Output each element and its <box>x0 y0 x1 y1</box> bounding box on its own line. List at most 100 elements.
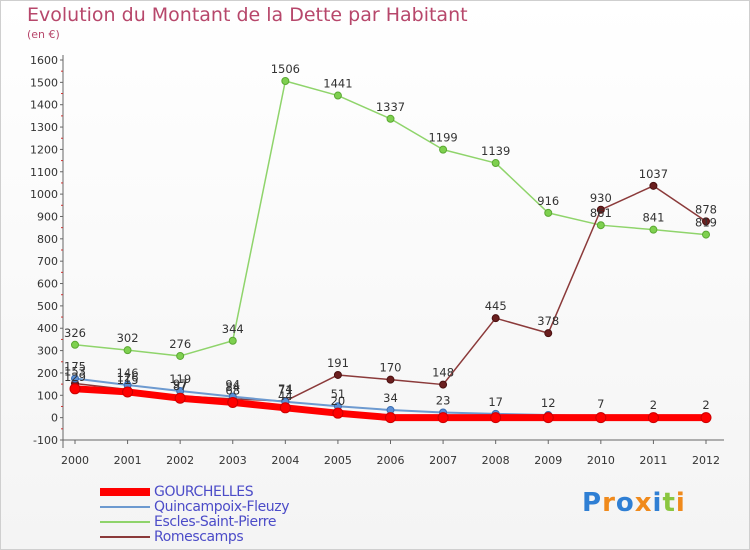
y-tick-label: 600 <box>37 278 58 291</box>
y-tick-label: 0 <box>51 412 58 425</box>
data-label: 129 <box>64 370 86 384</box>
legend-swatch-escles-saint-pierre <box>100 520 150 523</box>
y-tick-label: 300 <box>37 345 58 358</box>
data-point <box>595 412 607 424</box>
x-tick-label: 2002 <box>166 454 194 467</box>
data-point <box>71 340 79 349</box>
data-point <box>702 217 710 226</box>
data-label: 326 <box>64 326 86 340</box>
logo-letter: o <box>615 488 635 518</box>
data-point <box>386 114 395 123</box>
data-point <box>69 383 81 395</box>
x-tick-label: 2003 <box>219 454 247 467</box>
data-label: 1199 <box>428 131 457 145</box>
data-label: 148 <box>432 366 454 380</box>
data-point <box>385 412 396 424</box>
data-label: 7 <box>597 397 604 411</box>
chart-subtitle: (en €) <box>27 28 60 41</box>
x-tick-label: 2001 <box>114 454 142 467</box>
y-tick-label: 1200 <box>30 143 58 156</box>
x-tick-label: 2009 <box>534 454 562 467</box>
data-point <box>542 412 554 424</box>
x-tick-label: 2006 <box>377 454 405 467</box>
data-label: 819 <box>695 216 717 230</box>
y-tick-label: -100 <box>33 434 58 447</box>
y-tick-label: 700 <box>37 255 58 268</box>
data-point <box>439 145 448 154</box>
x-tick-label: 2012 <box>692 454 720 467</box>
data-point <box>544 329 553 338</box>
y-tick-label: 400 <box>37 322 58 335</box>
x-tick-label: 2008 <box>482 454 510 467</box>
logo-letter: x <box>634 488 653 518</box>
data-point <box>333 91 342 100</box>
logo-letter: t <box>662 488 676 518</box>
x-tick-label: 2011 <box>639 454 667 467</box>
data-label: 153 <box>64 364 86 378</box>
data-label: 1337 <box>376 100 405 114</box>
data-point <box>649 181 658 190</box>
data-label: 20 <box>331 394 346 408</box>
data-point <box>490 412 502 424</box>
y-tick-label: 1000 <box>30 188 58 201</box>
data-label: 916 <box>537 194 559 208</box>
legend-swatch-gourchelles <box>100 487 150 496</box>
data-point <box>71 374 79 383</box>
data-label: 841 <box>642 211 664 225</box>
data-label: 51 <box>331 387 346 401</box>
data-point <box>123 346 132 355</box>
legend-swatch-quincampoix-fleuzy <box>100 505 150 508</box>
data-point <box>700 412 712 424</box>
data-label: 23 <box>436 394 451 408</box>
data-label: 445 <box>485 299 507 313</box>
data-label: 191 <box>327 356 349 370</box>
data-label: 861 <box>590 206 612 220</box>
y-tick-label: 200 <box>37 367 58 380</box>
logo-letter: r <box>602 488 616 518</box>
data-label: 2 <box>702 398 709 412</box>
data-label: 87 <box>173 379 188 393</box>
data-point <box>176 351 185 360</box>
y-tick-label: 1500 <box>30 76 58 89</box>
legend-item-escles-saint-pierre: Escles-Saint-Pierre <box>100 514 289 530</box>
data-point <box>437 412 449 424</box>
y-tick-label: 1100 <box>30 166 58 179</box>
data-label: 146 <box>117 366 139 380</box>
data-label: 74 <box>278 382 293 396</box>
x-tick-label: 2005 <box>324 454 352 467</box>
data-label: 344 <box>222 322 244 336</box>
logo-letter: P <box>582 488 603 518</box>
data-point <box>332 407 344 419</box>
logo-letter: i <box>675 488 686 518</box>
data-label: 94 <box>225 378 240 392</box>
data-label: 170 <box>380 361 402 375</box>
chart-axes: -100 0 100 200 300 400 500 600 700 800 900 1000 1100… <box>30 54 724 467</box>
data-label: 68 <box>225 383 240 397</box>
data-point <box>649 225 658 234</box>
data-point <box>647 412 659 424</box>
y-tick-label: 1400 <box>30 99 58 112</box>
data-point <box>702 230 710 239</box>
data-label: 84 <box>225 380 240 394</box>
data-label: 1037 <box>639 167 668 181</box>
data-label: 119 <box>169 372 191 386</box>
data-label: 12 <box>541 396 556 410</box>
x-tick-label: 2007 <box>429 454 457 467</box>
data-point <box>281 77 290 86</box>
legend-label-romescamps: Romescamps <box>154 528 244 545</box>
y-tick-label: 1600 <box>30 54 58 67</box>
data-point <box>333 370 342 379</box>
data-point <box>491 159 500 168</box>
data-point <box>227 396 239 408</box>
data-label: 126 <box>117 370 139 384</box>
data-label: 378 <box>537 314 559 328</box>
data-label: 1441 <box>323 77 352 91</box>
data-label: 17 <box>488 395 503 409</box>
legend-item-gourchelles: GOURCHELLES <box>100 484 289 500</box>
data-point <box>228 336 237 345</box>
data-point <box>491 314 500 323</box>
data-label: 175 <box>64 360 86 374</box>
data-point <box>439 380 448 389</box>
